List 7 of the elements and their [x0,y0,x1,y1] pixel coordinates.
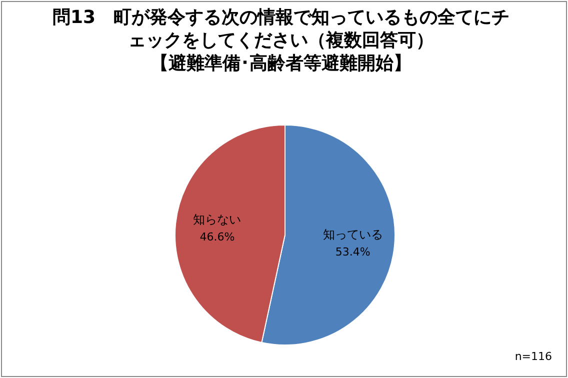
data-label: 46.6% [200,230,235,244]
chart-subtitle: 【避難準備･高齢者等避難開始】 [150,52,412,75]
text: n=116 [514,350,552,363]
slice-label: 知らない [193,212,242,227]
data-label: 53.4% [335,245,370,258]
chart-title: 問13 町が発令する次の情報で知っているもの全てにチェックをしてください（複数回答可） [51,6,511,52]
slice-label: 知っている [322,227,383,242]
